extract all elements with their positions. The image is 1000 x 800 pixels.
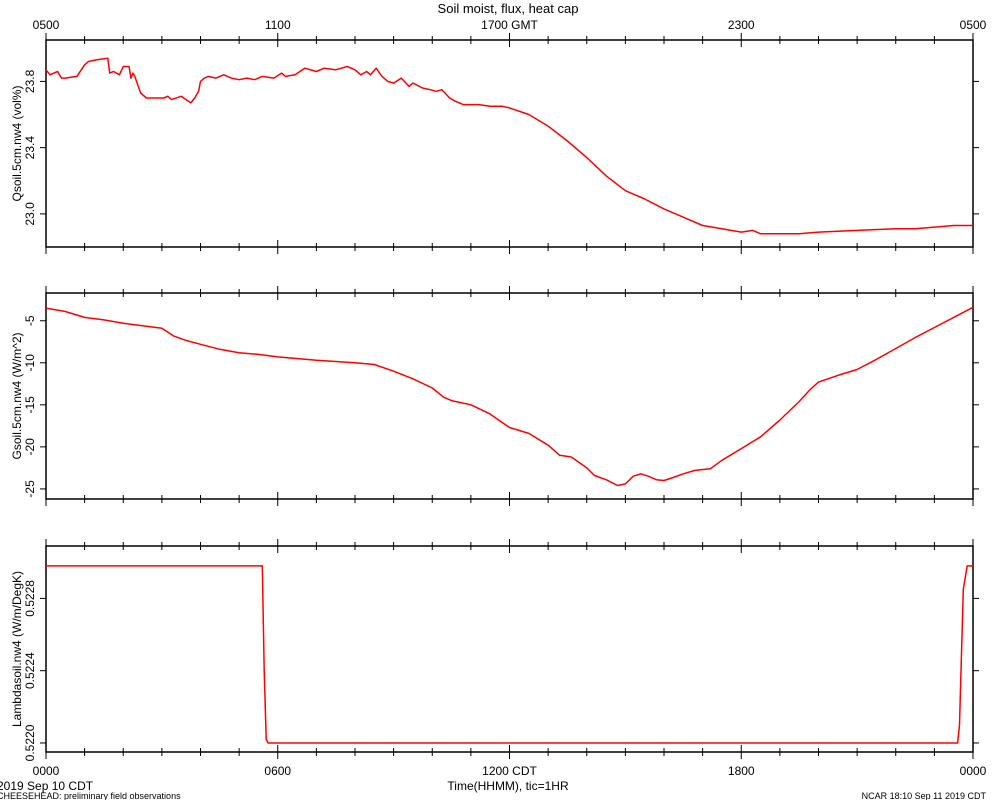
- top-axis: 0500 1100 1700 GMT 2300 0500: [33, 18, 987, 32]
- y-tick-label: 23.4: [23, 136, 37, 160]
- footer-left: CHEESEHEAD: preliminary field observatio…: [0, 791, 181, 800]
- y-axis-label: Gsoil.5cm.nw4 (W/m^2): [10, 333, 24, 460]
- y-tick-label: -5: [23, 315, 37, 326]
- x-axis-label: Time(HHMM), tic=1HR: [447, 779, 569, 793]
- footer-right: NCAR 18:10 Sep 11 2019 CDT: [862, 791, 987, 800]
- top-tick-label: 2300: [728, 18, 755, 32]
- series-line: [46, 565, 973, 744]
- y-tick-label: -20: [23, 438, 37, 456]
- panel-frame: [45, 39, 974, 248]
- panel-soil-heat-flux: -5 -10 -15 -20 -25 Gsoil.5cm.nw4 (W/m^2): [10, 286, 979, 506]
- chart-title: Soil moist, flux, heat cap: [438, 1, 579, 16]
- bottom-tick-label: 1200 CDT: [482, 764, 537, 778]
- y-tick-label: 23.8: [23, 69, 37, 93]
- bottom-tick-label: 1800: [728, 764, 755, 778]
- bottom-tick-label: 0000: [33, 764, 60, 778]
- top-tick-label: 1100: [265, 18, 291, 32]
- y-tick-label: -10: [23, 354, 37, 372]
- panel-frame: [45, 545, 974, 753]
- top-tick-label: 1700 GMT: [481, 18, 538, 32]
- top-tick-label: 0500: [33, 18, 60, 32]
- series-line: [45, 306, 974, 487]
- bottom-tick-label: 0000: [960, 764, 987, 778]
- y-tick-label: 23.0: [23, 202, 37, 226]
- y-tick-label: 0.5228: [23, 580, 37, 617]
- bottom-tick-label: 0600: [264, 764, 291, 778]
- y-tick-label: 0.5224: [23, 652, 37, 689]
- panel-frame: [45, 292, 974, 500]
- y-axis-label: Lambdasoil.nw4 (W/m/DegK): [10, 571, 24, 727]
- bottom-left-note: 2019 Sep 10 CDT: [0, 779, 94, 793]
- top-tick-label: 0500: [960, 18, 987, 32]
- y-tick-label: -15: [23, 396, 37, 414]
- y-tick-label: -25: [23, 480, 37, 498]
- bottom-axis: 0000 0600 1200 CDT 1800 0000: [33, 764, 987, 778]
- y-axis-label: Qsoil.5cm.nw4 (vol%): [10, 85, 24, 201]
- series-line: [45, 57, 973, 235]
- y-tick-label: 0.5220: [23, 724, 37, 761]
